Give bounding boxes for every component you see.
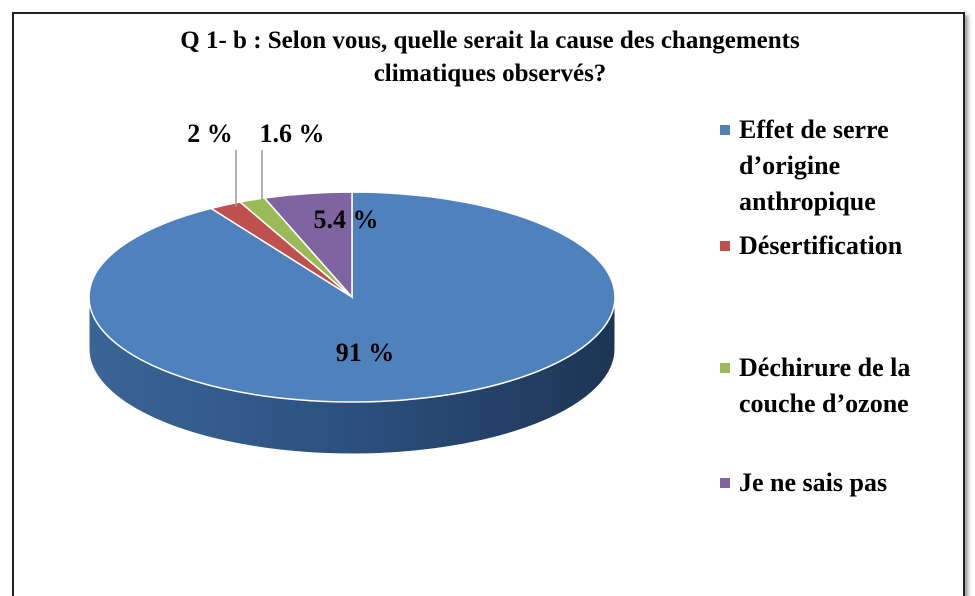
data-label: 1.6 % — [260, 119, 325, 148]
legend-swatch — [720, 241, 730, 251]
legend-swatch — [720, 478, 730, 488]
legend-entry: Je ne sais pas — [720, 465, 960, 501]
legend-entry: Déchirure de la couche d’ozone — [720, 350, 960, 422]
legend-label: Je ne sais pas — [739, 468, 888, 497]
legend-label: Déchirure de la couche d’ozone — [739, 353, 911, 418]
pie-slice — [262, 191, 353, 299]
legend-entry: Désertification — [720, 228, 960, 264]
chart-title: Q 1- b : Selon vous, quelle serait la ca… — [180, 27, 800, 87]
data-label: 5.4 % — [314, 205, 379, 234]
legend-swatch — [720, 125, 730, 135]
legend-entry: Effet de serre d’origine anthropique — [720, 112, 960, 220]
legend-label: Effet de serre d’origine anthropique — [739, 115, 889, 216]
data-label: 91 % — [336, 338, 395, 367]
legend-label: Désertification — [739, 231, 903, 260]
data-label: 2 % — [187, 119, 233, 148]
legend-swatch — [720, 363, 730, 373]
